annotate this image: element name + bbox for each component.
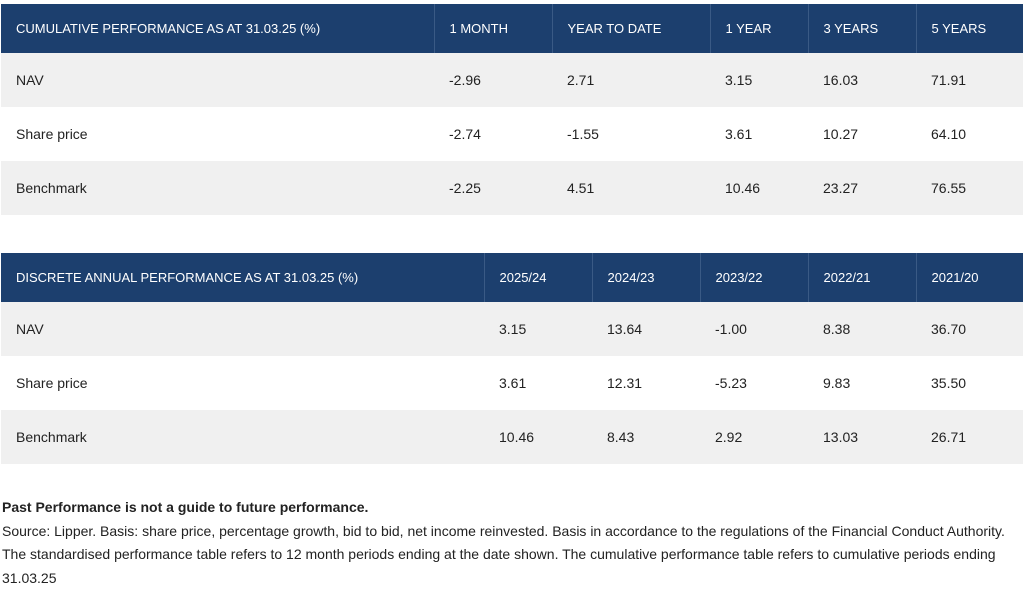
row-label: NAV <box>1 302 484 356</box>
column-header-2021-20: 2021/20 <box>916 253 1023 302</box>
table-cell: 16.03 <box>808 53 916 107</box>
table-cell: 4.51 <box>552 161 710 215</box>
cumulative-title-header: CUMULATIVE PERFORMANCE AS AT 31.03.25 (%… <box>1 4 435 53</box>
table-cell: 8.38 <box>808 302 916 356</box>
table-cell: 3.15 <box>484 302 592 356</box>
table-cell: 10.27 <box>808 107 916 161</box>
table-row: Share price -2.74 -1.55 3.61 10.27 64.10 <box>1 107 1023 161</box>
table-cell: 36.70 <box>916 302 1023 356</box>
row-label: Share price <box>1 107 434 161</box>
table-cell: 3.61 <box>484 356 592 410</box>
table-header-row: DISCRETE ANNUAL PERFORMANCE AS AT 31.03.… <box>1 253 1023 302</box>
column-header-5-years: 5 YEARS <box>916 4 1023 53</box>
table-header-row: CUMULATIVE PERFORMANCE AS AT 31.03.25 (%… <box>1 4 1023 53</box>
column-header-3-years: 3 YEARS <box>808 4 917 53</box>
table-cell: 3.61 <box>710 107 808 161</box>
column-header-2024-23: 2024/23 <box>592 253 701 302</box>
table-row: NAV -2.96 2.71 3.15 16.03 71.91 <box>1 53 1023 107</box>
row-label: Benchmark <box>1 161 434 215</box>
disclaimer-text: Past Performance is not a guide to futur… <box>2 499 369 515</box>
table-cell: 35.50 <box>916 356 1023 410</box>
column-header-1-year: 1 YEAR <box>710 4 809 53</box>
table-cell: -1.00 <box>700 302 808 356</box>
performance-notes: Past Performance is not a guide to futur… <box>2 496 1012 590</box>
table-cell: 13.03 <box>808 410 916 464</box>
table-row: Benchmark -2.25 4.51 10.46 23.27 76.55 <box>1 161 1023 215</box>
table-cell: 23.27 <box>808 161 916 215</box>
table-cell: 2.92 <box>700 410 808 464</box>
cumulative-performance-table: CUMULATIVE PERFORMANCE AS AT 31.03.25 (%… <box>1 4 1023 215</box>
column-header-2023-22: 2023/22 <box>700 253 809 302</box>
table-cell: 26.71 <box>916 410 1023 464</box>
table-cell: 76.55 <box>916 161 1023 215</box>
table-row: Share price 3.61 12.31 -5.23 9.83 35.50 <box>1 356 1023 410</box>
table-cell: 10.46 <box>484 410 592 464</box>
table-cell: -2.25 <box>434 161 552 215</box>
table-cell: 13.64 <box>592 302 700 356</box>
table-cell: 71.91 <box>916 53 1023 107</box>
row-label: NAV <box>1 53 434 107</box>
table-cell: 9.83 <box>808 356 916 410</box>
table-row: Benchmark 10.46 8.43 2.92 13.03 26.71 <box>1 410 1023 464</box>
column-header-1-month: 1 MONTH <box>434 4 553 53</box>
table-cell: 10.46 <box>710 161 808 215</box>
standardised-note-text: The standardised performance table refer… <box>2 546 996 586</box>
table-cell: 2.71 <box>552 53 710 107</box>
column-header-year-to-date: YEAR TO DATE <box>552 4 711 53</box>
row-label: Benchmark <box>1 410 484 464</box>
table-cell: 64.10 <box>916 107 1023 161</box>
column-header-2025-24: 2025/24 <box>484 253 593 302</box>
column-header-2022-21: 2022/21 <box>808 253 917 302</box>
table-cell: -5.23 <box>700 356 808 410</box>
table-cell: -1.55 <box>552 107 710 161</box>
table-cell: -2.96 <box>434 53 552 107</box>
discrete-performance-table: DISCRETE ANNUAL PERFORMANCE AS AT 31.03.… <box>1 253 1023 464</box>
discrete-title-header: DISCRETE ANNUAL PERFORMANCE AS AT 31.03.… <box>1 253 485 302</box>
row-label: Share price <box>1 356 484 410</box>
table-row: NAV 3.15 13.64 -1.00 8.38 36.70 <box>1 302 1023 356</box>
source-text: Source: Lipper. Basis: share price, perc… <box>2 522 1005 539</box>
table-cell: -2.74 <box>434 107 552 161</box>
table-cell: 8.43 <box>592 410 700 464</box>
table-cell: 3.15 <box>710 53 808 107</box>
table-cell: 12.31 <box>592 356 700 410</box>
